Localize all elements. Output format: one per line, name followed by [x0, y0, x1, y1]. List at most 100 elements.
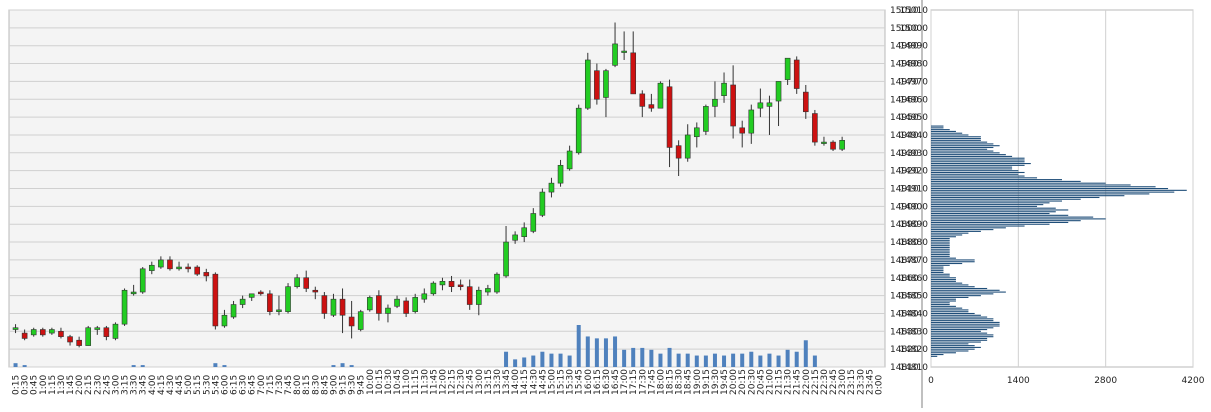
- profile-bar: [931, 302, 950, 304]
- volume-bar: [658, 353, 663, 367]
- volume-bar: [712, 353, 717, 367]
- time-tick-label: 16:30: [602, 369, 612, 395]
- candle-body-up: [775, 81, 782, 102]
- time-tick-label: 18:15: [666, 369, 676, 395]
- candle-body-up: [494, 273, 500, 293]
- time-tick-label: 17:00: [620, 369, 630, 395]
- time-tick-label: 21:15: [775, 369, 785, 395]
- profile-bar: [931, 136, 981, 138]
- price-tick-label: 14850: [890, 292, 919, 302]
- profile-bar: [931, 186, 1156, 188]
- time-tick-label: 12:45: [466, 369, 476, 395]
- profile-price-label: 14920: [899, 167, 928, 177]
- candle-body-down: [403, 300, 409, 314]
- time-tick-label: 13:30: [493, 369, 503, 395]
- candle-body-up: [12, 327, 19, 330]
- time-tick-label: 7:00: [257, 375, 267, 395]
- candle-body-down: [466, 286, 473, 305]
- time-tick-label: 21:45: [793, 369, 803, 395]
- profile-bar: [931, 200, 1062, 202]
- volume-bar: [613, 336, 618, 367]
- time-tick-label: 19:15: [702, 369, 712, 395]
- profile-bar: [931, 218, 1106, 220]
- profile-bar: [931, 300, 956, 302]
- profile-bar: [931, 346, 981, 348]
- profile-bar: [931, 352, 956, 354]
- profile-bar: [931, 212, 1050, 215]
- candle-body-down: [457, 284, 464, 287]
- time-tick-label: 8:45: [320, 375, 330, 395]
- time-tick-label: 4:30: [166, 375, 176, 395]
- time-tick-label: 23:00: [838, 369, 848, 395]
- time-tick-label: 3:30: [130, 375, 140, 395]
- profile-price-label: 14880: [899, 238, 928, 248]
- time-tick-label: 10:00: [366, 369, 376, 395]
- profile-bar: [931, 230, 981, 232]
- profile-bar: [931, 282, 963, 284]
- profile-bar: [931, 223, 1050, 225]
- profile-bar: [931, 348, 975, 350]
- profile-bar: [931, 341, 981, 343]
- candle-body-up: [712, 98, 718, 107]
- profile-bar: [931, 243, 950, 245]
- time-tick-label: 11:45: [429, 369, 439, 395]
- time-tick-label: 6:00: [220, 375, 230, 395]
- candle-body-up: [684, 134, 691, 159]
- candle-body-up: [539, 191, 546, 216]
- candle-body-down: [21, 332, 28, 339]
- price-tick-label: 14980: [890, 60, 919, 70]
- profile-bar: [931, 255, 950, 257]
- time-tick-label: 15:15: [557, 369, 567, 395]
- profile-bar: [931, 189, 1187, 191]
- time-tick-label: 16:45: [611, 369, 621, 395]
- profile-bar: [931, 320, 994, 322]
- candle-body-down: [103, 327, 110, 337]
- volume-bar: [22, 365, 27, 367]
- time-tick-label: 1:15: [48, 375, 58, 395]
- volume-bar: [331, 365, 336, 367]
- profile-bar: [931, 325, 1000, 327]
- candle-body-up: [603, 70, 609, 98]
- profile-price-label: 14960: [899, 95, 928, 105]
- candle-body-up: [530, 213, 537, 232]
- time-tick-label: 17:15: [629, 369, 639, 395]
- profile-price-label: 14840: [899, 309, 928, 319]
- candle-body-down: [194, 266, 201, 275]
- profile-bar: [931, 273, 950, 275]
- volume-bar: [640, 347, 645, 367]
- time-tick-label: 10:30: [384, 369, 394, 395]
- time-tick-label: 5:30: [202, 375, 212, 395]
- time-tick-label: 5:00: [184, 375, 194, 395]
- time-tick-label: 9:30: [348, 375, 358, 395]
- candle-body-up: [839, 140, 845, 150]
- price-tick-label: 14960: [890, 95, 919, 105]
- candle-body-down: [793, 59, 800, 89]
- time-tick-label: 8:00: [293, 375, 303, 395]
- candle-body-down: [212, 273, 219, 327]
- volume-bar: [558, 353, 563, 367]
- profile-bar: [931, 191, 1175, 193]
- profile-price-label: 14830: [899, 327, 928, 337]
- profile-bar: [931, 334, 994, 336]
- time-tick-label: 6:30: [239, 375, 249, 395]
- profile-bar: [931, 180, 1081, 182]
- time-tick-label: 16:00: [584, 369, 594, 395]
- price-tick-label: 14830: [890, 327, 919, 337]
- volume-bar: [504, 351, 509, 367]
- time-tick-label: 8:15: [302, 375, 312, 395]
- candle-body-up: [94, 327, 101, 330]
- volume-bar: [603, 338, 608, 367]
- candle-body-up: [394, 298, 400, 307]
- profile-bar: [931, 314, 981, 316]
- profile-bar: [931, 264, 950, 266]
- profile-bar: [931, 139, 981, 141]
- candle-body-up: [385, 307, 391, 314]
- profile-bar: [931, 298, 956, 300]
- price-tick-label: 14880: [890, 238, 919, 248]
- profile-bar: [931, 234, 963, 236]
- time-tick-label: 2:00: [75, 375, 85, 395]
- profile-bar: [931, 209, 1069, 211]
- candle-body-up: [584, 59, 591, 109]
- time-tick-label: 3:45: [139, 375, 149, 395]
